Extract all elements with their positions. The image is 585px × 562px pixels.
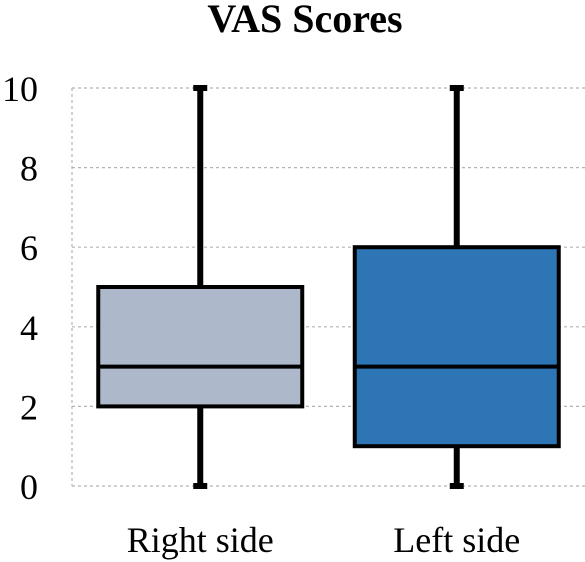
x-category-label: Left side (393, 520, 520, 560)
y-tick-label: 4 (20, 308, 38, 348)
y-tick-label: 8 (20, 149, 38, 189)
box-group (96, 85, 305, 489)
y-axis: 0 2 4 6 8 10 (2, 69, 73, 507)
x-category-label: Right side (127, 520, 274, 560)
chart-title: VAS Scores (207, 0, 402, 41)
box-iqr (96, 285, 305, 409)
box-group (352, 85, 561, 489)
y-tick-label: 0 (20, 467, 38, 507)
boxes (96, 85, 561, 489)
x-axis: Right side Left side (127, 520, 520, 560)
y-tick-label: 2 (20, 387, 38, 427)
box-iqr (352, 245, 561, 449)
y-tick-label: 6 (20, 228, 38, 268)
y-tick-label: 10 (2, 69, 38, 109)
